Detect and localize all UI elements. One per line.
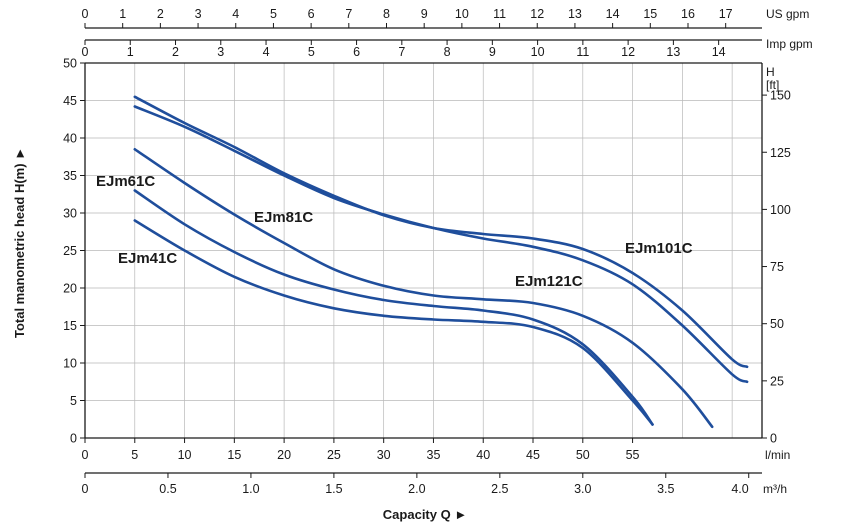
us-gpm-tick-label: 15	[643, 7, 657, 21]
series-label-ejm41c: EJm41C	[118, 250, 177, 267]
right-tick-label: 125	[770, 146, 791, 160]
series-label-ejm61c: EJm61C	[96, 173, 155, 190]
grid	[85, 63, 762, 438]
imp-gpm-tick-label: 0	[82, 45, 89, 59]
right-tick-label: 0	[770, 432, 777, 446]
lmin-tick-label: 50	[576, 448, 590, 462]
m3h-tick-label: 1.5	[325, 482, 342, 496]
us-gpm-tick-label: 3	[195, 7, 202, 21]
us-gpm-tick-label: 1	[119, 7, 126, 21]
m3h-tick-label: 2.5	[491, 482, 508, 496]
right-tick-label: 100	[770, 203, 791, 217]
imp-gpm-tick-label: 12	[621, 45, 635, 59]
imp-gpm-tick-label: 6	[353, 45, 360, 59]
us-gpm-tick-label: 5	[270, 7, 277, 21]
us-gpm-tick-label: 2	[157, 7, 164, 21]
lmin-tick-label: 30	[377, 448, 391, 462]
lmin-tick-label: 20	[277, 448, 291, 462]
m3h-unit-label: m³/h	[763, 482, 787, 496]
series-line-ejm61c	[133, 189, 654, 426]
left-tick-label: 5	[70, 394, 77, 408]
m3h-tick-label: 3.5	[657, 482, 674, 496]
right-tick-label: 25	[770, 374, 784, 388]
series-label-ejm101c: EJm101C	[625, 240, 693, 257]
us-gpm-tick-label: 7	[345, 7, 352, 21]
imp-gpm-tick-label: 8	[444, 45, 451, 59]
lmin-tick-label: 25	[327, 448, 341, 462]
series-label-ejm81c: EJm81C	[254, 209, 313, 226]
right-axis-unit-ft: [ft]	[766, 78, 779, 92]
m3h-tick-label: 2.0	[408, 482, 425, 496]
left-tick-label: 25	[63, 244, 77, 258]
us-gpm-tick-label: 6	[308, 7, 315, 21]
right-tick-label: 75	[770, 260, 784, 274]
lmin-unit-label: l/min	[765, 448, 790, 462]
imp-gpm-tick-label: 2	[172, 45, 179, 59]
imp-gpm-unit-label: Imp gpm	[766, 37, 813, 51]
series-line-ejm81c	[133, 148, 714, 429]
us-gpm-tick-label: 16	[681, 7, 695, 21]
us-gpm-tick-label: 8	[383, 7, 390, 21]
lmin-tick-label: 35	[427, 448, 441, 462]
performance-curves	[133, 95, 749, 429]
imp-gpm-tick-label: 10	[531, 45, 545, 59]
imp-gpm-tick-label: 3	[217, 45, 224, 59]
left-tick-label: 20	[63, 282, 77, 296]
right-axis-unit-h: H	[766, 65, 775, 79]
imp-gpm-tick-label: 11	[576, 45, 589, 59]
lmin-tick-label: 0	[82, 448, 89, 462]
us-gpm-tick-label: 12	[530, 7, 544, 21]
m3h-tick-label: 3.0	[574, 482, 591, 496]
right-tick-label: 50	[770, 317, 784, 331]
m3h-tick-label: 0.5	[159, 482, 176, 496]
series-labels: EJm41C EJm61C EJm81C EJm121C EJm101C	[96, 173, 693, 290]
us-gpm-tick-label: 14	[606, 7, 620, 21]
y-axis-title: Total manometric head H(m) ►	[12, 147, 27, 338]
lmin-tick-label: 45	[526, 448, 540, 462]
us-gpm-tick-label: 4	[232, 7, 239, 21]
left-tick-label: 30	[63, 207, 77, 221]
lmin-tick-label: 15	[227, 448, 241, 462]
imp-gpm-tick-label: 13	[666, 45, 680, 59]
lmin-tick-label: 5	[131, 448, 138, 462]
imp-gpm-tick-label: 7	[398, 45, 405, 59]
imp-gpm-tick-label: 4	[263, 45, 270, 59]
x-axis-title: Capacity Q ►	[383, 507, 467, 522]
right-tick-label: 150	[770, 89, 791, 103]
imp-gpm-tick-label: 1	[127, 45, 134, 59]
left-tick-label: 15	[63, 319, 77, 333]
series-label-ejm121c: EJm121C	[515, 273, 583, 290]
m3h-tick-label: 0	[82, 482, 89, 496]
us-gpm-tick-label: 10	[455, 7, 469, 21]
left-tick-label: 40	[63, 132, 77, 146]
left-tick-label: 50	[63, 57, 77, 71]
us-gpm-tick-label: 13	[568, 7, 582, 21]
series-line-ejm121c	[133, 105, 749, 384]
lmin-tick-label: 55	[626, 448, 640, 462]
us-gpm-unit-label: US gpm	[766, 7, 809, 21]
left-tick-label: 45	[63, 94, 77, 108]
left-tick-label: 0	[70, 432, 77, 446]
m3h-tick-label: 1.0	[242, 482, 259, 496]
left-tick-label: 35	[63, 169, 77, 183]
lmin-tick-label: 40	[476, 448, 490, 462]
series-line-ejm41c	[133, 219, 654, 426]
series-line-ejm101c	[133, 95, 749, 369]
us-gpm-tick-label: 0	[82, 7, 89, 21]
us-gpm-tick-label: 17	[719, 7, 733, 21]
us-gpm-tick-label: 11	[493, 7, 506, 21]
left-tick-label: 10	[63, 357, 77, 371]
imp-gpm-tick-label: 5	[308, 45, 315, 59]
imp-gpm-tick-label: 14	[712, 45, 726, 59]
m3h-tick-label: 4.0	[731, 482, 748, 496]
imp-gpm-tick-label: 9	[489, 45, 496, 59]
lmin-tick-label: 10	[178, 448, 192, 462]
axes: 051015202530354045500255075100125150H[ft…	[12, 7, 813, 522]
us-gpm-tick-label: 9	[421, 7, 428, 21]
